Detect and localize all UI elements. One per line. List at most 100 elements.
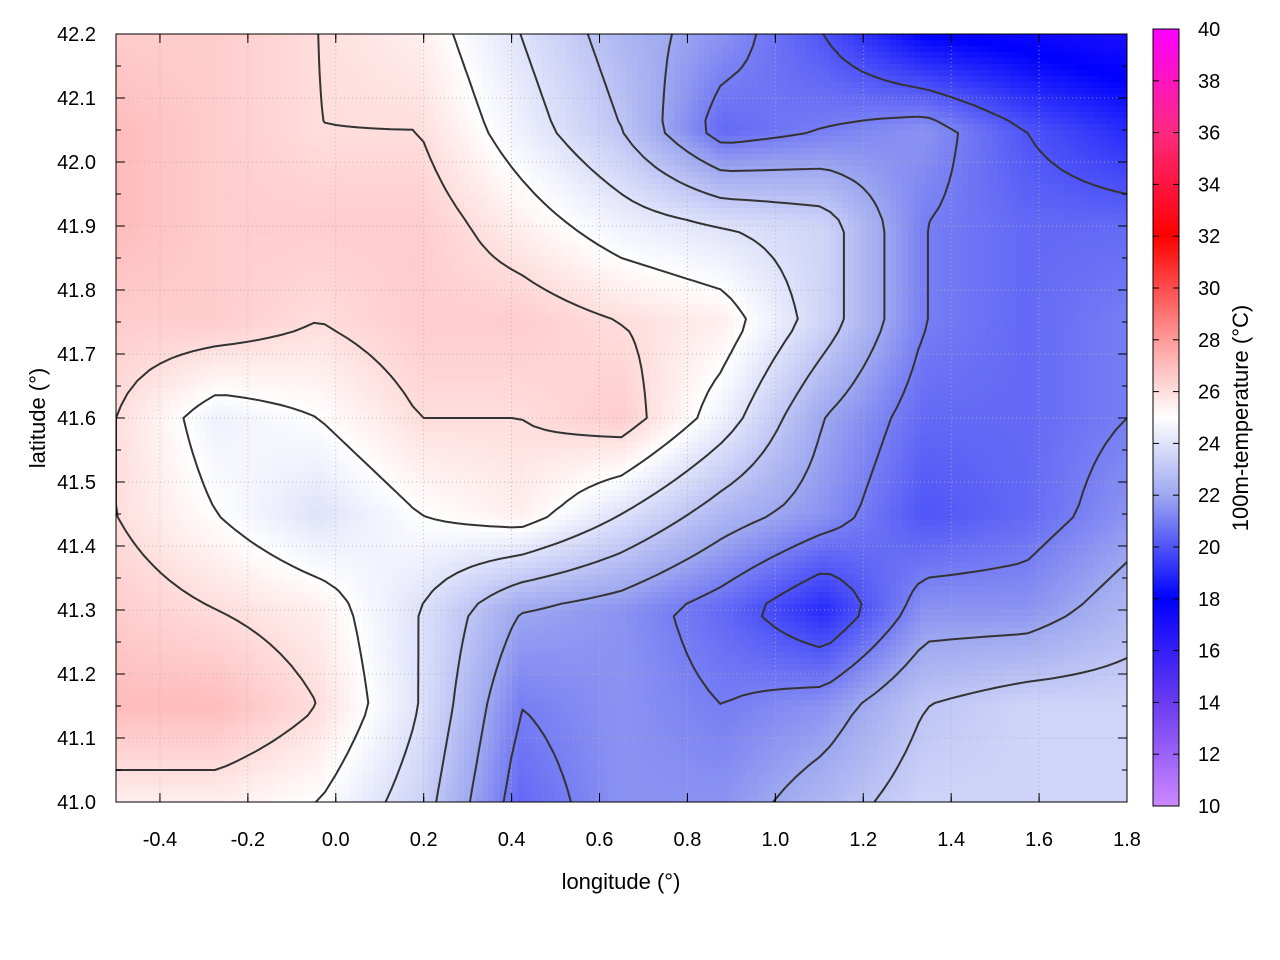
- heat-cell: [338, 64, 345, 71]
- heat-cell: [848, 70, 855, 77]
- heat-cell: [152, 46, 159, 53]
- heat-cell: [272, 100, 279, 107]
- heat-cell: [182, 112, 189, 119]
- heat-cell: [470, 196, 477, 203]
- heat-cell: [632, 100, 639, 107]
- heat-cell: [1106, 34, 1113, 41]
- heat-cell: [194, 148, 201, 155]
- heat-cell: [344, 184, 351, 191]
- heat-cell: [1106, 202, 1113, 209]
- heat-cell: [860, 190, 867, 197]
- heat-cell: [506, 52, 513, 59]
- heat-cell: [404, 112, 411, 119]
- heat-cell: [554, 172, 561, 179]
- heat-cell: [1064, 172, 1071, 179]
- heat-cell: [1124, 184, 1127, 191]
- heat-cell: [230, 40, 237, 47]
- heat-cell: [590, 34, 597, 41]
- heat-cell: [938, 160, 945, 167]
- heat-cell: [1010, 154, 1017, 161]
- heat-cell: [368, 88, 375, 95]
- heat-cell: [410, 142, 417, 149]
- heat-cell: [806, 112, 813, 119]
- heat-cell: [896, 154, 903, 161]
- heat-cell: [194, 160, 201, 167]
- heat-cell: [806, 34, 813, 41]
- heat-cell: [932, 40, 939, 47]
- heat-cell: [740, 40, 747, 47]
- heat-cell: [698, 184, 705, 191]
- heat-cell: [908, 196, 915, 203]
- heat-cell: [728, 82, 735, 89]
- heat-cell: [332, 154, 339, 161]
- heat-cell: [242, 76, 249, 83]
- heat-cell: [524, 58, 531, 65]
- heat-cell: [866, 94, 873, 101]
- heat-cell: [308, 88, 315, 95]
- heat-cell: [824, 160, 831, 167]
- heat-cell: [896, 52, 903, 59]
- heat-cell: [314, 70, 321, 77]
- heat-cell: [1022, 52, 1029, 59]
- heat-cell: [194, 202, 201, 209]
- heat-cell: [116, 82, 123, 89]
- heat-cell: [1064, 46, 1071, 53]
- heat-cell: [1118, 166, 1125, 173]
- heat-cell: [938, 130, 945, 137]
- heat-cell: [830, 130, 837, 137]
- heat-cell: [614, 130, 621, 137]
- heat-cell: [446, 40, 453, 47]
- heat-cell: [614, 124, 621, 131]
- heat-cell: [1028, 88, 1035, 95]
- heat-cell: [350, 154, 357, 161]
- heat-cell: [602, 124, 609, 131]
- heat-cell: [122, 124, 129, 131]
- heat-cell: [836, 82, 843, 89]
- heat-cell: [734, 160, 741, 167]
- heat-cell: [278, 172, 285, 179]
- heat-cell: [476, 112, 483, 119]
- heat-cell: [920, 178, 927, 185]
- heat-cell: [1028, 100, 1035, 107]
- heat-cell: [980, 148, 987, 155]
- heat-cell: [428, 202, 435, 209]
- heat-cell: [224, 196, 231, 203]
- heat-cell: [704, 70, 711, 77]
- heat-cell: [140, 202, 147, 209]
- heat-cell: [296, 76, 303, 83]
- heat-cell: [722, 64, 729, 71]
- heat-cell: [506, 112, 513, 119]
- heat-cell: [326, 154, 333, 161]
- heat-cell: [662, 178, 669, 185]
- heat-cell: [686, 88, 693, 95]
- heat-cell: [476, 160, 483, 167]
- heat-cell: [350, 76, 357, 83]
- heat-cell: [686, 82, 693, 89]
- heat-cell: [758, 100, 765, 107]
- heat-cell: [182, 172, 189, 179]
- heat-cell: [584, 196, 591, 203]
- heat-cell: [1046, 100, 1053, 107]
- heat-cell: [590, 52, 597, 59]
- heat-cell: [452, 154, 459, 161]
- heat-cell: [626, 184, 633, 191]
- heat-cell: [458, 166, 465, 173]
- heat-cell: [218, 124, 225, 131]
- heat-cell: [152, 184, 159, 191]
- heat-cell: [776, 106, 783, 113]
- heat-cell: [848, 154, 855, 161]
- heat-cell: [530, 112, 537, 119]
- heat-cell: [518, 190, 525, 197]
- heat-cell: [686, 40, 693, 47]
- heat-cell: [230, 178, 237, 185]
- heat-cell: [926, 100, 933, 107]
- heat-cell: [980, 130, 987, 137]
- heat-cell: [884, 142, 891, 149]
- heat-cell: [374, 202, 381, 209]
- heat-cell: [920, 76, 927, 83]
- heat-cell: [1094, 124, 1101, 131]
- heat-cell: [224, 106, 231, 113]
- heat-cell: [524, 112, 531, 119]
- heat-cell: [800, 94, 807, 101]
- heat-cell: [440, 94, 447, 101]
